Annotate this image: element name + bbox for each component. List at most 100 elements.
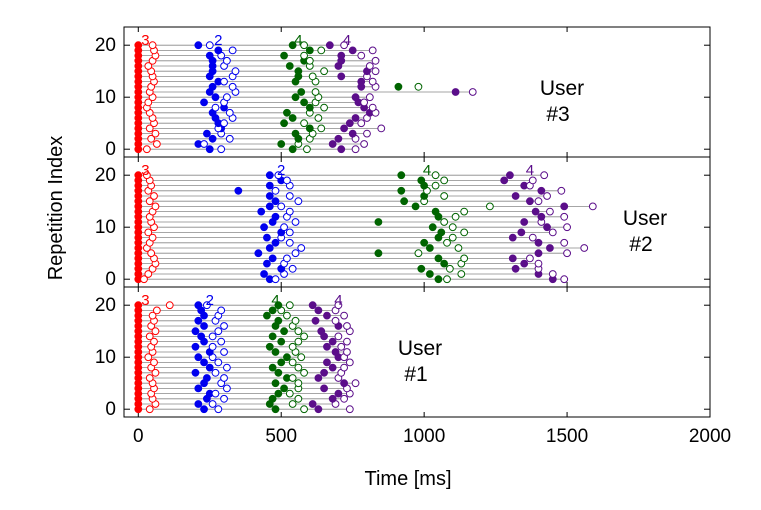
- data-point: [288, 358, 297, 367]
- data-point: [194, 316, 203, 325]
- data-point: [134, 41, 143, 50]
- data-point: [303, 145, 311, 154]
- data-point: [528, 176, 537, 185]
- data-point: [451, 88, 460, 96]
- data-point: [506, 171, 514, 180]
- data-point: [274, 301, 283, 310]
- data-point: [263, 233, 271, 242]
- panel-frame: [123, 286, 711, 418]
- data-point: [285, 238, 294, 247]
- data-point: [260, 223, 268, 232]
- data-point: [588, 202, 597, 211]
- data-point: [546, 244, 554, 252]
- data-point: [334, 389, 343, 398]
- data-point: [145, 197, 154, 206]
- data-point: [337, 72, 346, 81]
- data-point: [205, 51, 214, 60]
- data-point: [300, 405, 308, 414]
- data-point: [294, 337, 303, 346]
- data-point: [548, 270, 557, 278]
- data-point: [345, 119, 354, 128]
- data-point: [357, 77, 366, 86]
- data-point: [360, 140, 369, 148]
- data-point: [265, 181, 274, 190]
- panel-user-3: 0 10 20 3 2 4 4 User #3: [95, 26, 711, 160]
- data-point: [150, 337, 158, 346]
- data-point: [417, 264, 426, 273]
- data-point: [445, 264, 454, 273]
- data-point: [280, 223, 288, 232]
- data-point: [300, 368, 308, 377]
- data-point: [557, 186, 566, 195]
- data-point: [434, 275, 443, 284]
- data-point: [428, 223, 437, 232]
- data-point: [371, 56, 380, 65]
- data-point: [334, 134, 343, 143]
- data-point: [334, 332, 343, 341]
- data-point: [320, 368, 328, 377]
- data-point: [534, 259, 543, 268]
- data-point: [537, 212, 546, 221]
- data-point: [468, 88, 477, 96]
- data-point: [214, 46, 223, 55]
- data-point: [268, 363, 277, 372]
- data-point: [211, 389, 220, 398]
- data-point: [560, 238, 569, 247]
- y-tick-label: 0: [105, 399, 116, 420]
- data-point: [285, 389, 294, 398]
- data-point: [340, 311, 349, 320]
- data-point: [363, 129, 371, 138]
- data-point: [263, 311, 271, 320]
- data-point: [200, 98, 208, 107]
- data-point: [340, 394, 349, 403]
- data-point: [300, 119, 308, 128]
- data-point: [317, 46, 326, 55]
- data-point: [144, 62, 153, 70]
- data-point: [348, 129, 357, 138]
- data-point: [268, 254, 277, 263]
- data-point: [560, 212, 569, 221]
- user-label: #2: [629, 233, 652, 256]
- data-point: [368, 46, 377, 55]
- data-point: [294, 327, 303, 336]
- data-point: [134, 171, 143, 180]
- data-point: [214, 358, 223, 367]
- data-point: [434, 254, 443, 263]
- data-point: [357, 119, 366, 128]
- y-axis-title: Repetition Index: [45, 136, 67, 281]
- data-point: [414, 249, 423, 258]
- data-point: [271, 348, 280, 356]
- data-point: [277, 337, 286, 346]
- data-point: [531, 207, 540, 216]
- data-point: [208, 134, 217, 143]
- x-tick-label: 1500: [546, 426, 588, 447]
- data-point: [268, 394, 277, 403]
- data-point: [211, 103, 220, 112]
- data-point: [277, 358, 286, 367]
- user-label: #1: [404, 363, 427, 386]
- stage-label: 3: [141, 292, 149, 309]
- data-point: [208, 82, 217, 91]
- data-point: [220, 374, 228, 382]
- data-point: [314, 306, 323, 315]
- data-point: [271, 405, 280, 414]
- data-point: [291, 93, 300, 102]
- y-tick-label: 0: [105, 139, 116, 160]
- data-point: [451, 212, 460, 221]
- data-point: [440, 218, 449, 226]
- data-point: [151, 327, 160, 336]
- data-point: [417, 176, 426, 185]
- data-point: [217, 306, 226, 315]
- data-point: [151, 368, 160, 377]
- data-point: [191, 342, 200, 351]
- data-point: [145, 124, 154, 133]
- data-point: [454, 244, 463, 252]
- data-point: [351, 145, 360, 154]
- data-point: [320, 103, 328, 112]
- data-point: [337, 342, 346, 351]
- data-point: [205, 41, 214, 50]
- data-point: [308, 400, 317, 408]
- panel-user-2: 0 10 20 3 2 4 4 User #2: [95, 156, 711, 290]
- stage-label: 2: [206, 292, 214, 309]
- data-point: [134, 301, 143, 310]
